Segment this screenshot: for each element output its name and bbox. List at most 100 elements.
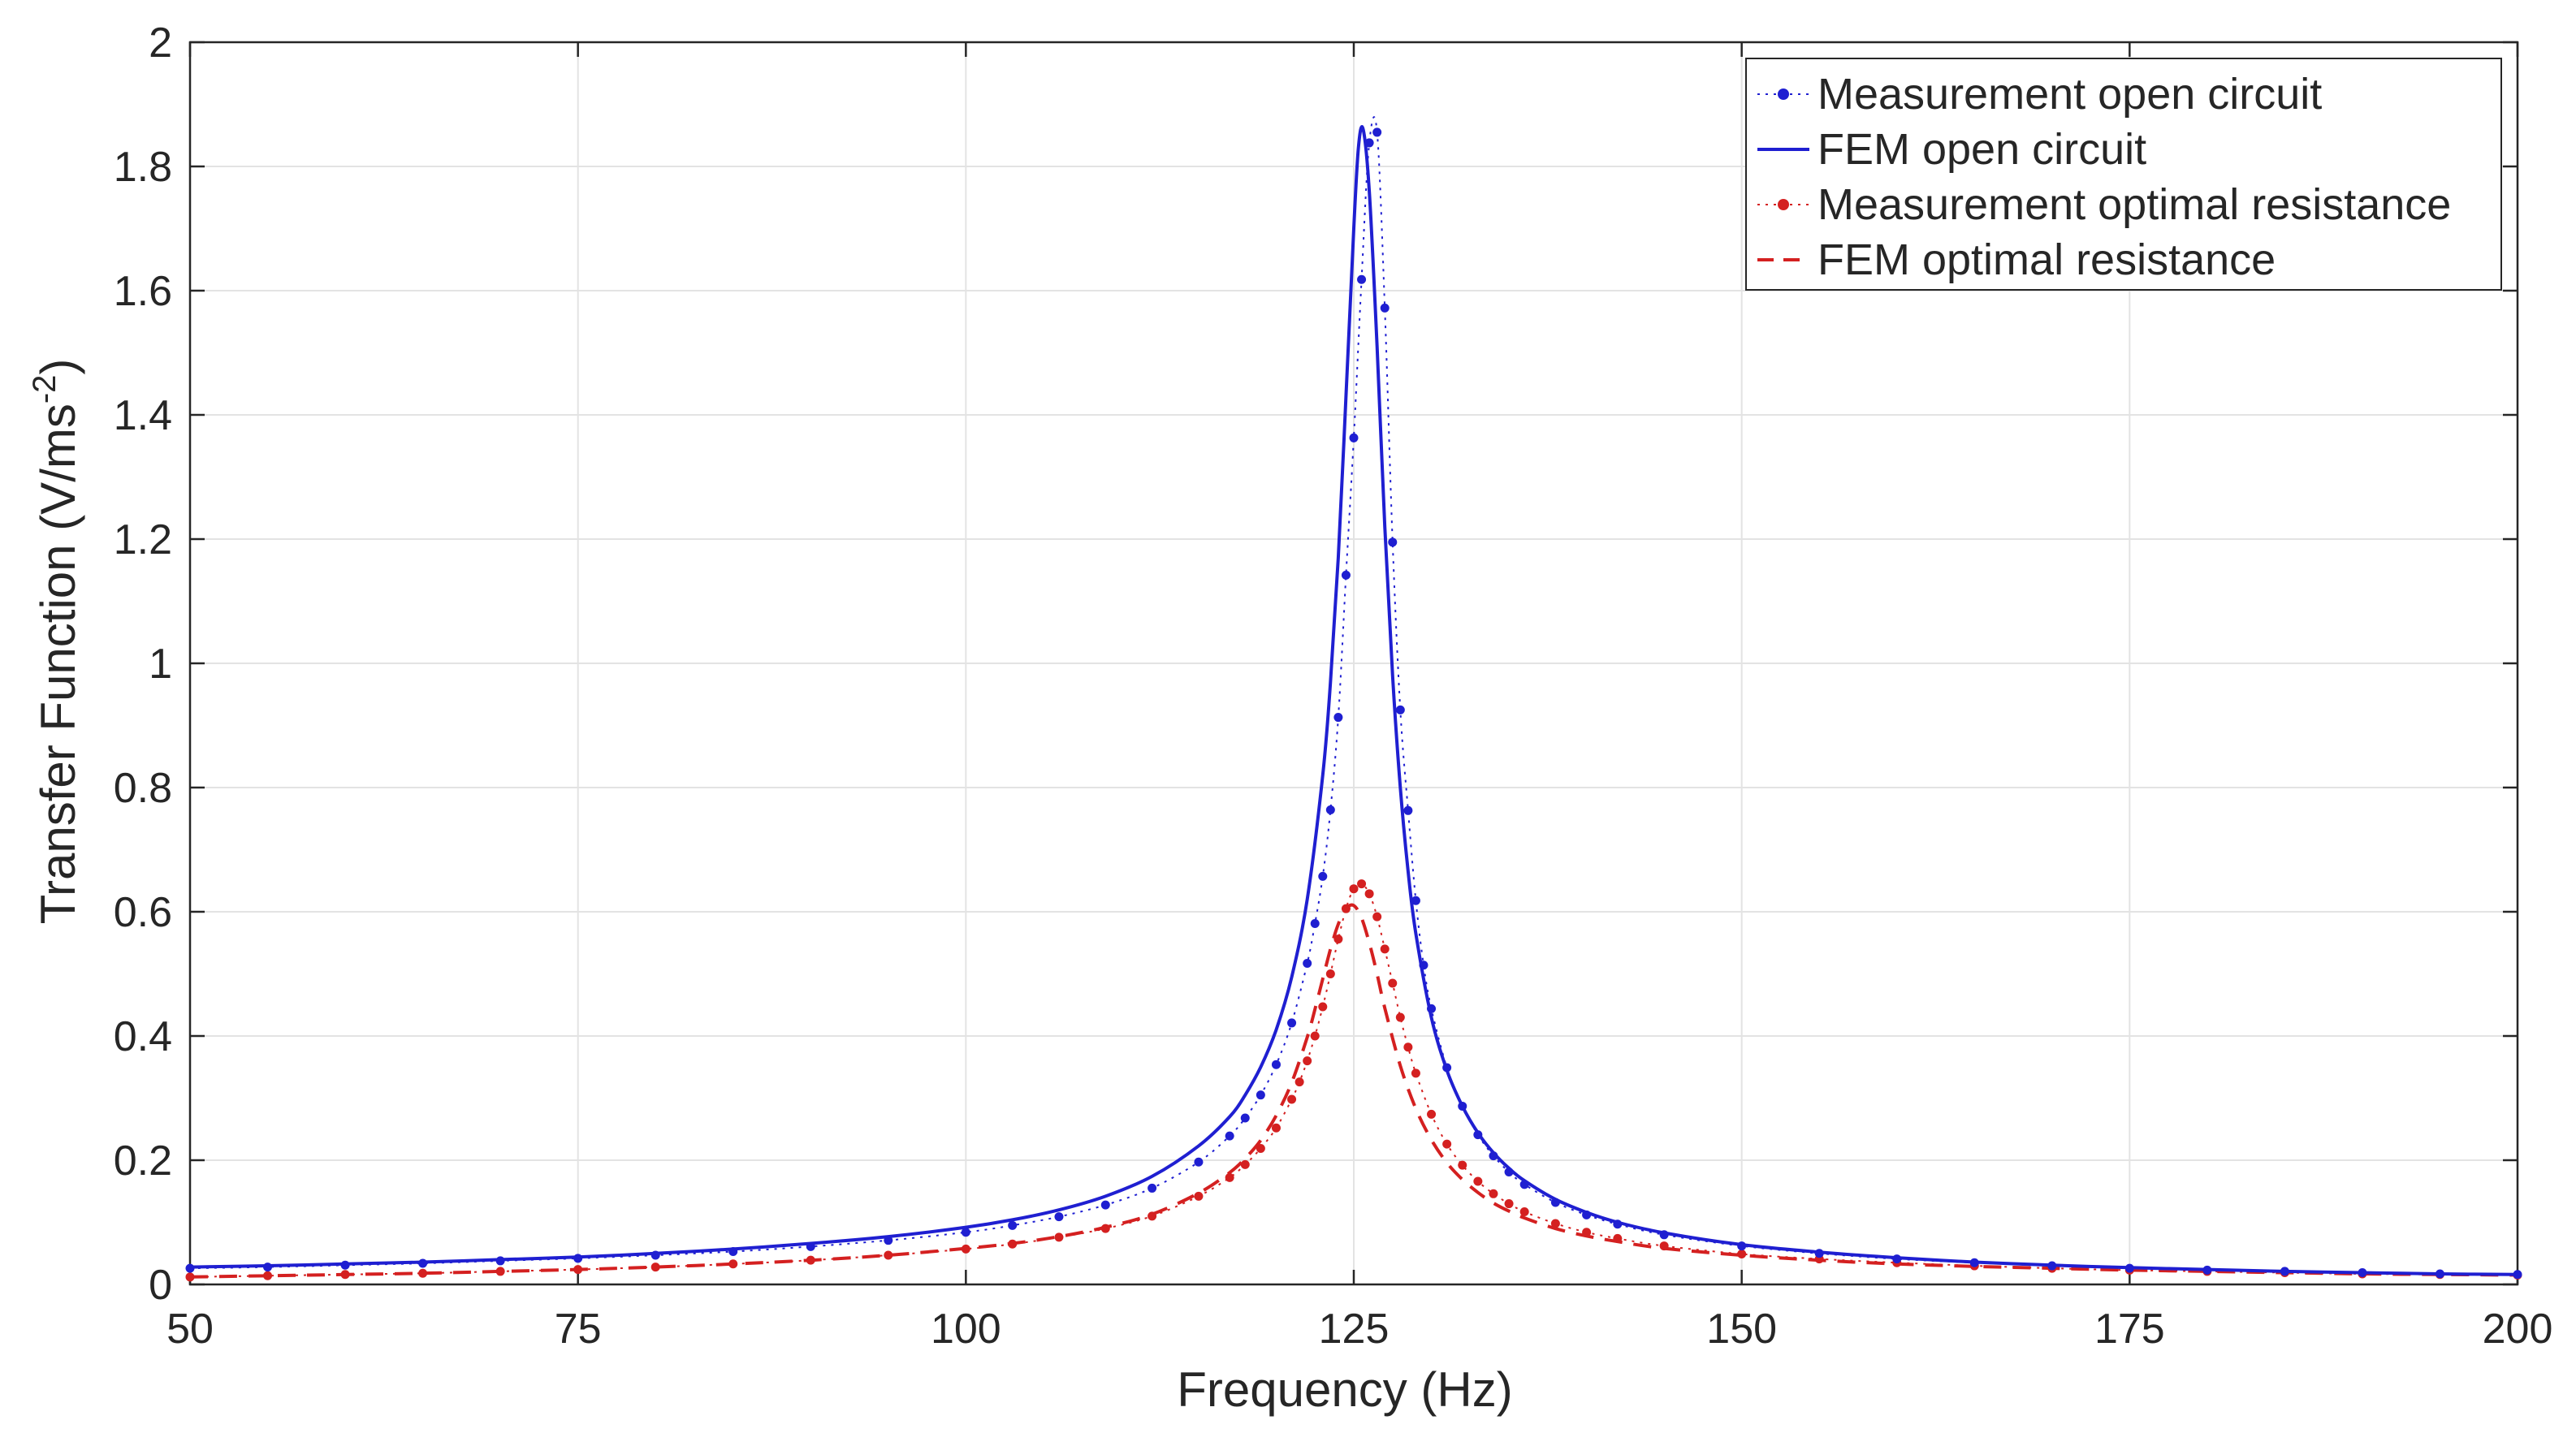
legend-item: Measurement open circuit — [1757, 70, 2322, 119]
data-point — [1256, 1143, 1265, 1153]
x-tick-label: 175 — [2094, 1306, 2165, 1353]
data-point — [1303, 958, 1312, 968]
tick-marks — [188, 41, 2519, 1286]
legend: Measurement open circuit FEM open circuit… — [1745, 58, 2502, 291]
legend-marker — [1778, 88, 1789, 100]
legend-label: Measurement open circuit — [1817, 70, 2322, 119]
y-tick-label: 1.4 — [114, 392, 172, 439]
data-point — [1310, 919, 1320, 929]
data-point — [1333, 713, 1343, 723]
data-point — [1737, 1250, 1747, 1259]
data-point — [1271, 1123, 1281, 1133]
data-series — [185, 116, 2522, 1282]
data-point — [1388, 537, 1398, 547]
data-point — [1194, 1157, 1204, 1167]
data-point — [1403, 805, 1413, 815]
y-axis-title-main: Transfer Function (V/ms — [31, 404, 85, 924]
data-point — [1256, 1090, 1265, 1100]
data-point — [1271, 1060, 1281, 1069]
data-point — [1504, 1199, 1514, 1209]
x-axis-title: Frequency (Hz) — [1177, 1362, 1512, 1417]
legend-item: FEM open circuit — [1757, 125, 2146, 174]
data-point — [1349, 433, 1359, 442]
data-point — [1054, 1212, 1064, 1222]
legend-label: Measurement optimal resistance — [1817, 180, 2451, 229]
data-point — [1519, 1206, 1529, 1216]
series-fem-optimal-resistance — [189, 903, 2518, 1279]
data-point — [185, 1272, 195, 1282]
data-point — [1240, 1159, 1250, 1169]
data-point — [1380, 303, 1390, 313]
data-point — [1395, 705, 1405, 714]
data-point — [418, 1268, 428, 1278]
data-point — [1349, 884, 1359, 894]
data-point — [1411, 896, 1420, 905]
y-axis-title-superscript: -2 — [27, 375, 63, 404]
y-tick-label: 0.6 — [114, 889, 172, 936]
data-point — [1550, 1219, 1560, 1228]
data-point — [1411, 1068, 1420, 1078]
data-point — [1489, 1189, 1498, 1198]
data-point — [1388, 978, 1398, 988]
data-point — [1100, 1200, 1110, 1210]
data-point — [1310, 1031, 1320, 1041]
x-tick-label: 200 — [2483, 1306, 2553, 1353]
data-point — [1458, 1160, 1467, 1170]
data-point — [1442, 1139, 1452, 1149]
data-point — [650, 1263, 660, 1272]
y-axis-title: Transfer Function (V/ms-2) — [27, 359, 85, 925]
y-tick-label: 0.2 — [114, 1137, 172, 1185]
data-point — [1333, 935, 1343, 944]
x-tick-label: 150 — [1706, 1306, 1777, 1353]
legend-item: FEM optimal resistance — [1757, 235, 2276, 284]
data-point — [1294, 1077, 1304, 1087]
y-axis-title-close: ) — [31, 359, 85, 375]
data-point — [1054, 1232, 1064, 1242]
tick-labels: 50 75 100 125 150 175 200 0 0.2 0.4 0.6 0.8 1 1.2 1.4 1… — [114, 19, 2553, 1353]
y-tick-label: 1.2 — [114, 516, 172, 563]
legend-label: FEM open circuit — [1817, 125, 2146, 174]
data-point — [1325, 805, 1335, 815]
y-tick-label: 1 — [149, 641, 172, 688]
data-point — [1372, 912, 1382, 922]
data-point — [1148, 1183, 1157, 1193]
data-point — [1357, 879, 1367, 889]
data-point — [1364, 889, 1374, 899]
legend-item: Measurement optimal resistance — [1757, 180, 2451, 229]
data-point — [1225, 1131, 1234, 1141]
legend-marker — [1778, 199, 1789, 210]
x-tick-label: 50 — [166, 1306, 214, 1353]
data-point — [1395, 1012, 1405, 1022]
data-point — [1240, 1113, 1250, 1123]
data-point — [1473, 1176, 1483, 1186]
y-tick-label: 0.8 — [114, 765, 172, 812]
x-tick-label: 125 — [1319, 1306, 1390, 1353]
data-point — [1325, 969, 1335, 978]
data-point — [1008, 1220, 1018, 1230]
series-line — [189, 903, 2518, 1279]
data-point — [1287, 1094, 1297, 1104]
y-tick-label: 1.6 — [114, 268, 172, 315]
data-point — [1341, 570, 1351, 580]
data-point — [1380, 944, 1390, 954]
data-point — [1403, 1042, 1413, 1052]
data-point — [884, 1250, 893, 1260]
series-measurement-open-circuit — [185, 116, 2522, 1280]
data-point — [1372, 127, 1382, 137]
data-point — [1357, 274, 1367, 284]
y-tick-label: 0.4 — [114, 1013, 172, 1060]
data-point — [263, 1271, 273, 1280]
x-tick-label: 100 — [931, 1306, 1001, 1353]
data-point — [1318, 871, 1328, 881]
y-tick-label: 0 — [149, 1262, 172, 1309]
series-line — [189, 125, 2518, 1276]
data-point — [1194, 1191, 1204, 1201]
legend-label: FEM optimal resistance — [1817, 235, 2276, 284]
series-fem-open-circuit — [189, 125, 2518, 1276]
data-point — [495, 1267, 505, 1276]
data-point — [1318, 1002, 1328, 1012]
legend-box — [1745, 58, 2502, 291]
y-tick-label: 1.8 — [114, 144, 172, 191]
